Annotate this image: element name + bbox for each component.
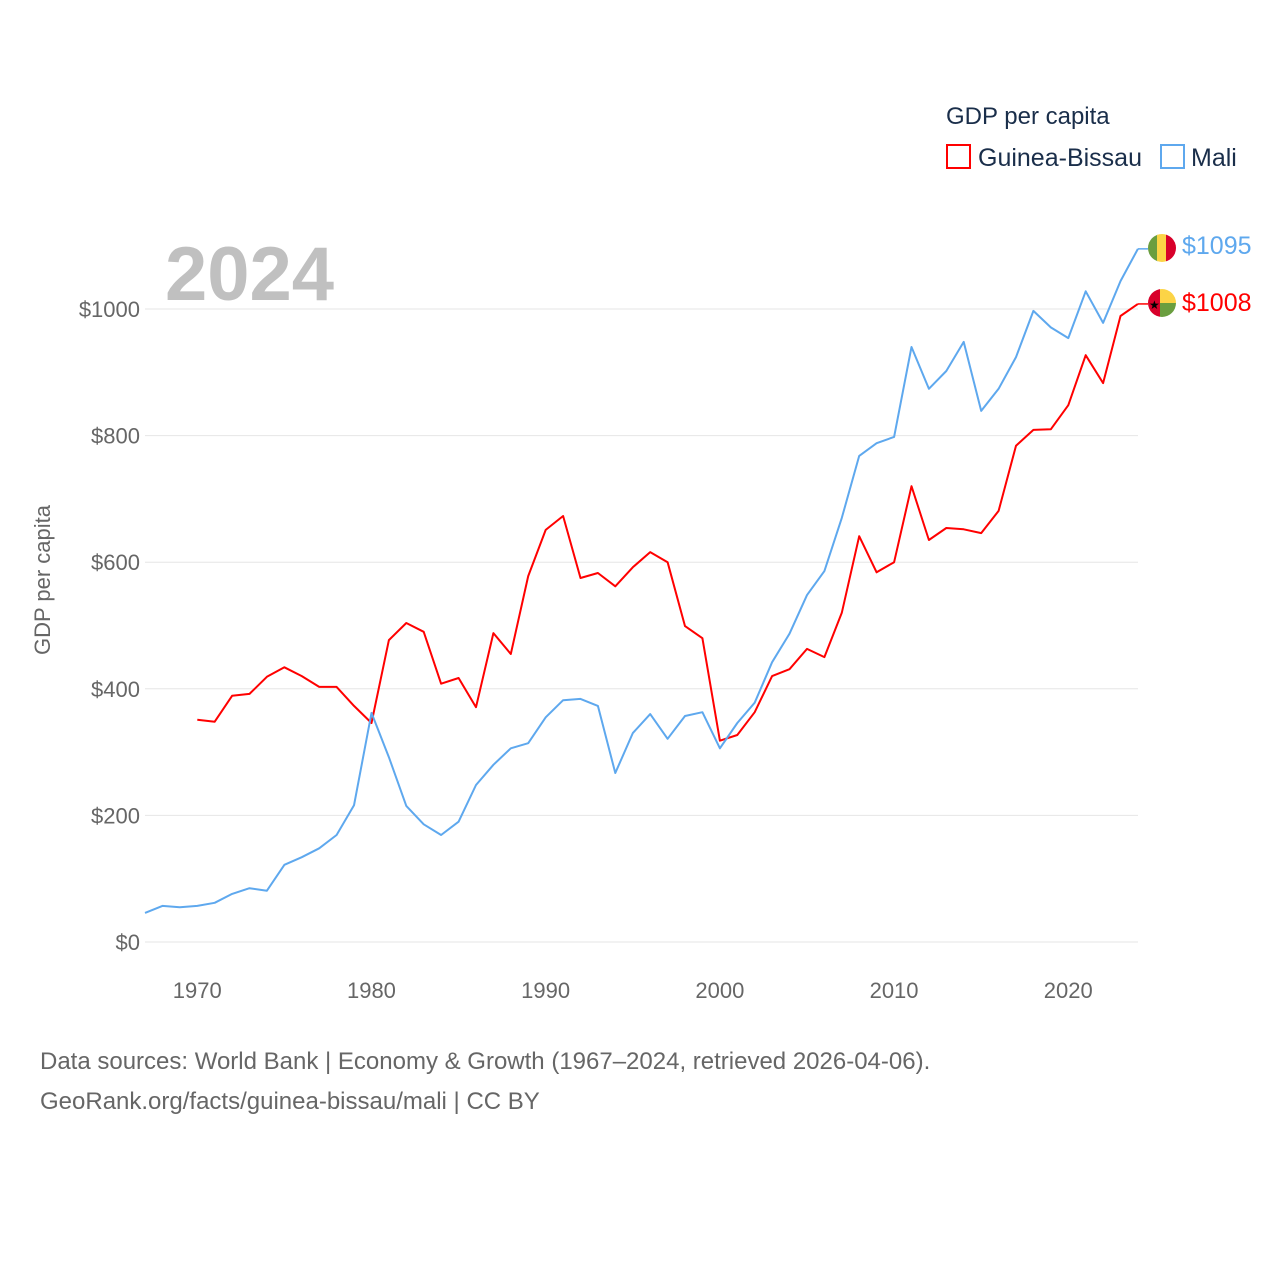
legend-swatch-guinea-bissau[interactable] bbox=[946, 144, 971, 169]
y-tick-label: $0 bbox=[116, 930, 140, 955]
end-label-guinea-bissau: $1008 bbox=[1182, 289, 1252, 317]
source-url[interactable]: GeoRank.org/facts/guinea-bissau/mali | C… bbox=[40, 1088, 540, 1115]
series-line-guinea-bissau bbox=[197, 303, 1139, 742]
mali-flag-icon bbox=[1148, 234, 1176, 262]
legend-label-mali[interactable]: Mali bbox=[1191, 144, 1237, 172]
x-tick-label: 1980 bbox=[347, 978, 396, 1003]
x-tick-label: 2010 bbox=[870, 978, 919, 1003]
year-label: 2024 bbox=[165, 232, 334, 317]
x-tick-label: 1990 bbox=[521, 978, 570, 1003]
series-line-mali bbox=[144, 248, 1139, 914]
y-tick-label: $400 bbox=[91, 677, 140, 702]
legend: GDP per capita Guinea-Bissau Mali bbox=[946, 103, 1237, 172]
x-tick-label: 2000 bbox=[695, 978, 744, 1003]
legend-title: GDP per capita bbox=[946, 103, 1110, 130]
source-note: Data sources: World Bank | Economy & Gro… bbox=[40, 1042, 930, 1122]
y-axis-label: GDP per capita bbox=[30, 504, 55, 655]
end-label-mali: $1095 bbox=[1182, 232, 1252, 260]
legend-label-guinea-bissau[interactable]: Guinea-Bissau bbox=[978, 144, 1142, 172]
y-tick-label: $600 bbox=[91, 550, 140, 575]
y-tick-label: $800 bbox=[91, 424, 140, 449]
svg-text:★: ★ bbox=[1149, 298, 1160, 312]
guinea-bissau-flag-icon: ★ bbox=[1148, 289, 1176, 317]
x-tick-label: 2020 bbox=[1044, 978, 1093, 1003]
source-line: Data sources: World Bank | Economy & Gro… bbox=[40, 1048, 931, 1075]
y-tick-label: $1000 bbox=[79, 297, 140, 322]
y-tick-label: $200 bbox=[91, 803, 140, 828]
x-tick-label: 1970 bbox=[173, 978, 222, 1003]
legend-swatch-mali[interactable] bbox=[1160, 144, 1185, 169]
